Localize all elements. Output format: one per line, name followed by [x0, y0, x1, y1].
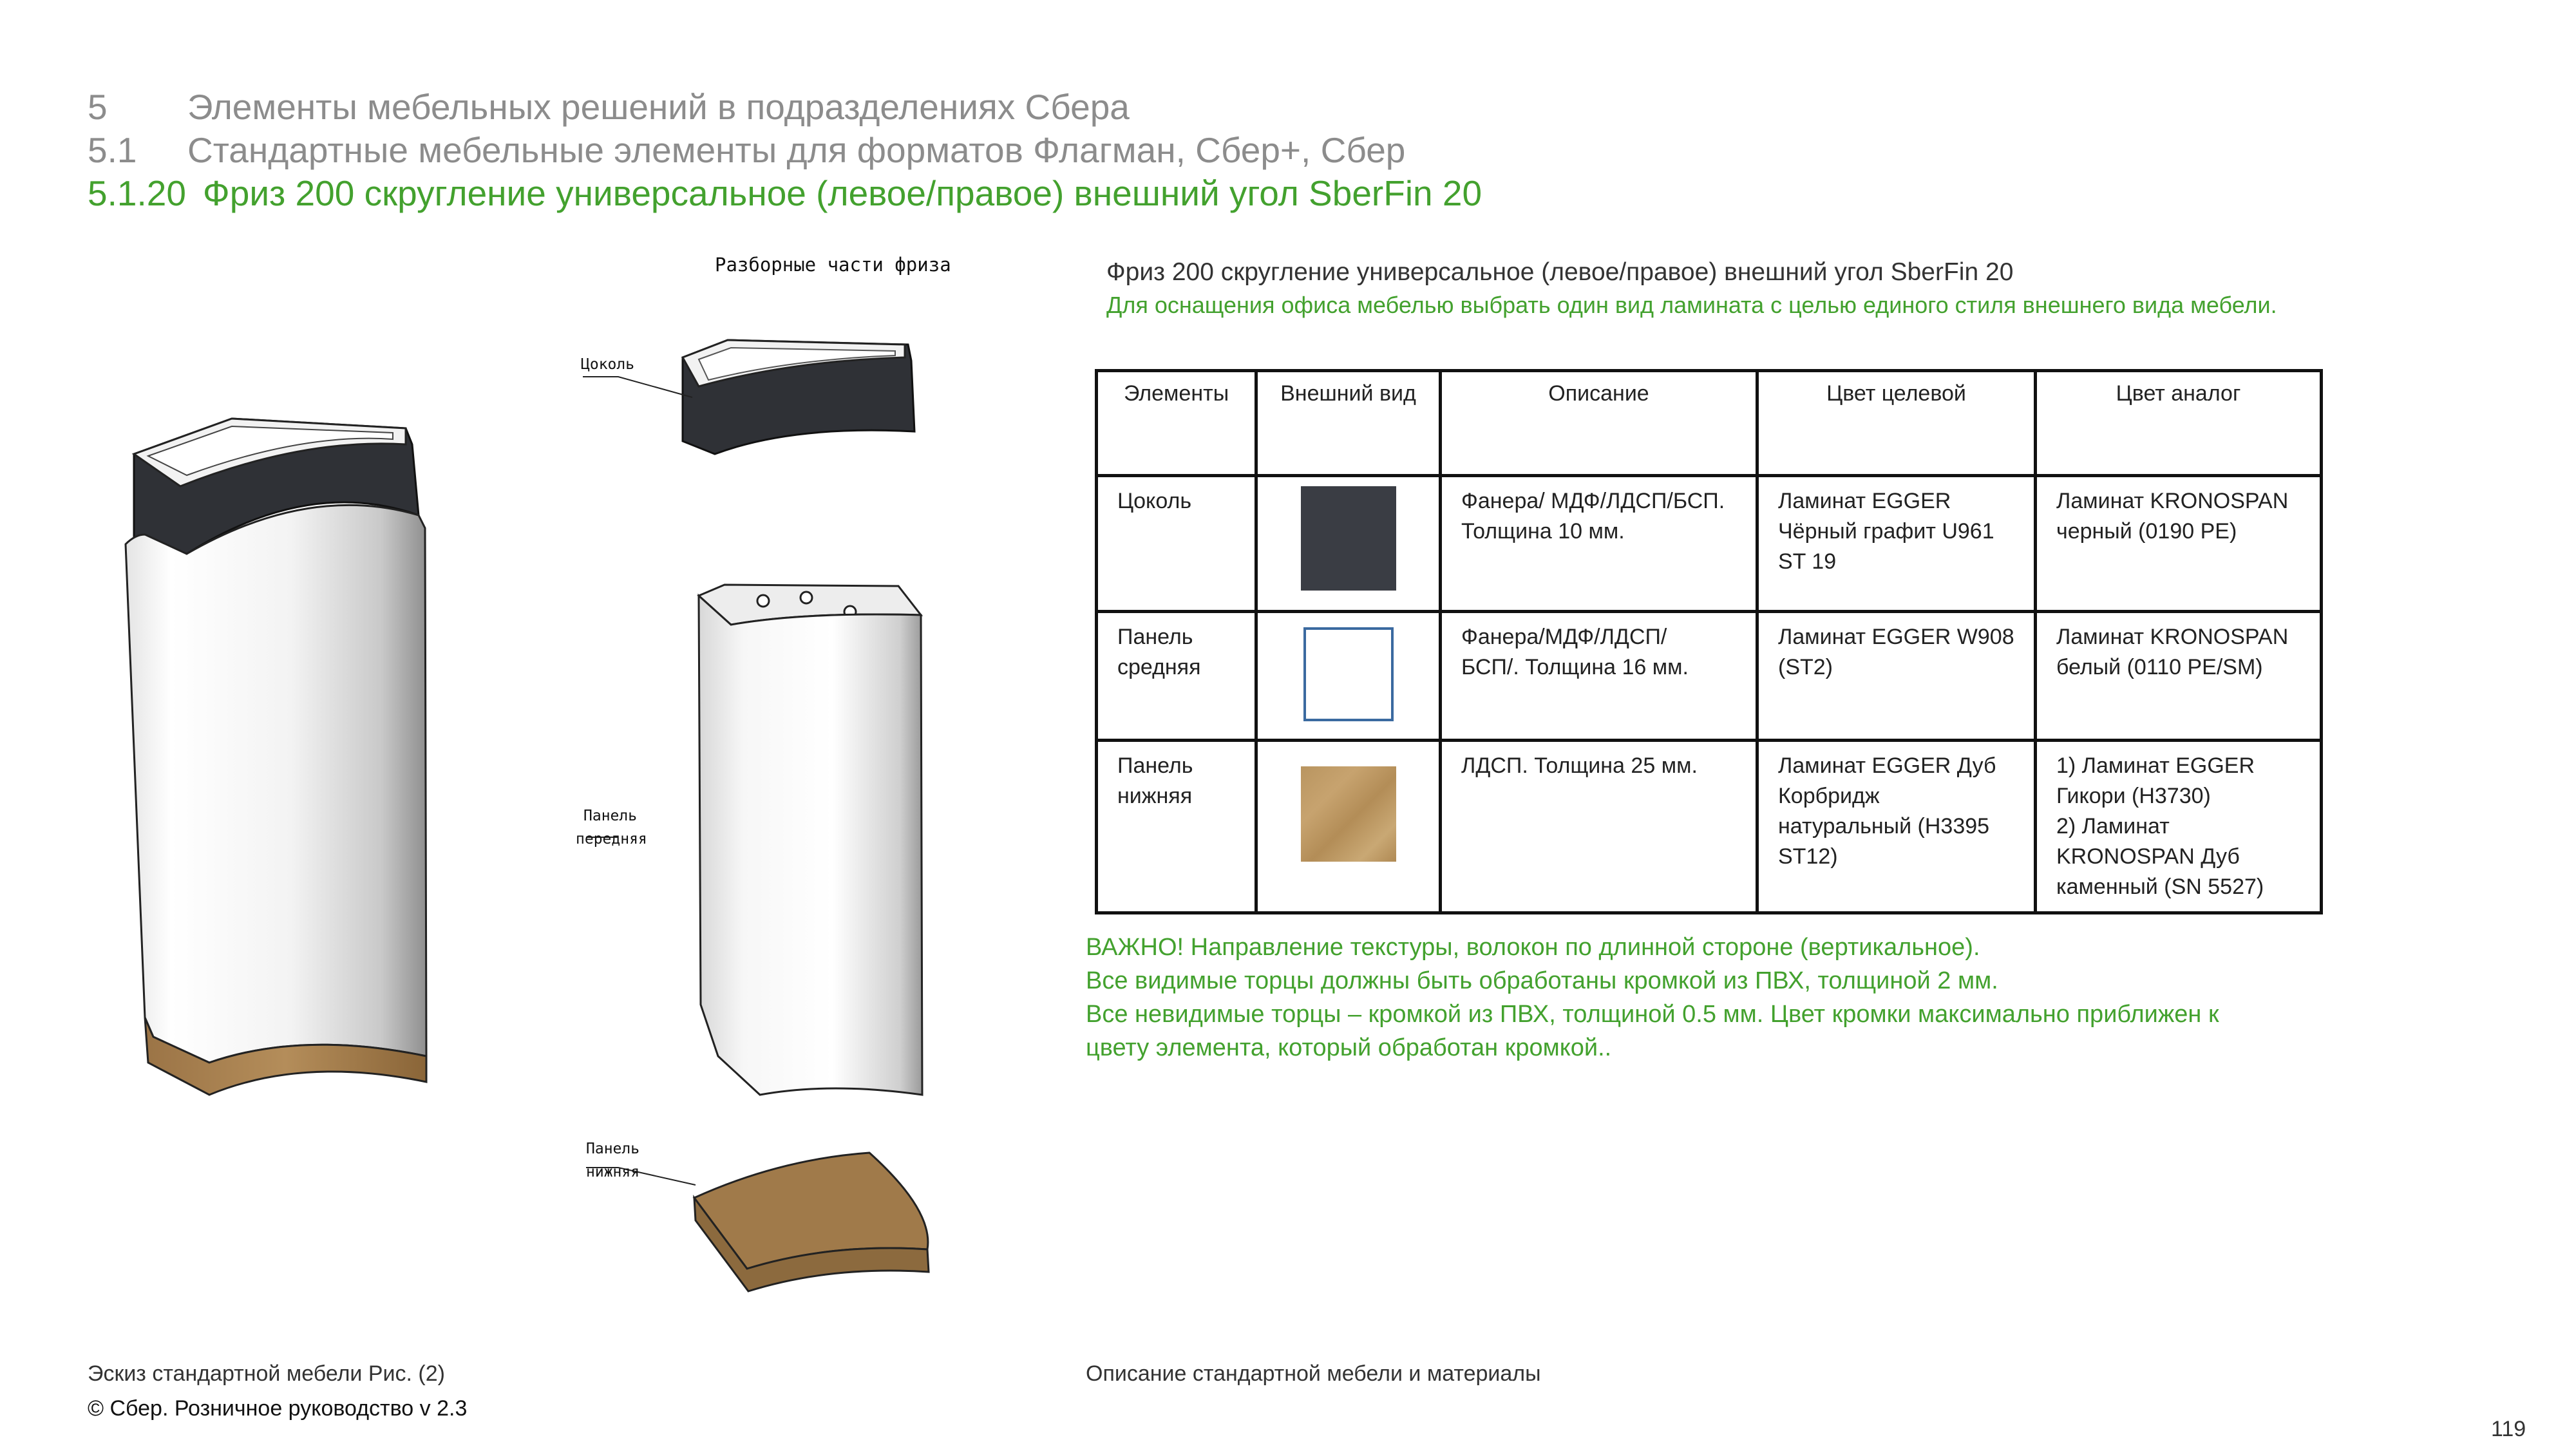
table-row: Цоколь Фанера/ МДФ/ЛДСП/БСП. Толщина 10 … [1095, 474, 2323, 613]
cell-element: Панель средняя [1095, 610, 1258, 742]
assembled-unit-illustration [124, 417, 428, 1096]
section-number: 5.1.20 [88, 173, 186, 213]
leader-lines [583, 376, 696, 1186]
page-number: 119 [2491, 1417, 2526, 1441]
cell-analog-color: Ламинат KRONOSPAN черный (0190 PE) [2034, 474, 2323, 613]
header-description: Описание [1439, 369, 1759, 477]
description-subtitle: Для оснащения офиса мебелью выбрать один… [1106, 292, 2277, 318]
exploded-front-panel-illustration [697, 583, 923, 1096]
drawing-caption: Эскиз стандартной мебели Рис. (2) [88, 1361, 445, 1386]
cell-swatch [1255, 610, 1442, 742]
description-title: Фриз 200 скругление универсальное (левое… [1106, 258, 2014, 286]
cell-target-color: Ламинат EGGER W908 (ST2) [1756, 610, 2037, 742]
exploded-plinth-illustration [681, 339, 916, 455]
cell-swatch [1255, 474, 1442, 613]
section-title: Стандартные мебельные элементы для форма… [187, 130, 1406, 170]
label-front-panel: Панель передняя [576, 808, 647, 848]
cell-description: Фанера/ МДФ/ЛДСП/БСП. Толщина 10 мм. [1439, 474, 1759, 613]
materials-table: Элементы Внешний вид Описание Цвет целев… [1095, 369, 2323, 914]
header-target-color: Цвет целевой [1756, 369, 2037, 477]
note-line: Все видимые торцы должны быть обработаны… [1086, 967, 1998, 994]
swatch-white [1303, 627, 1394, 721]
label-bottom-panel: Панель нижняя [586, 1141, 640, 1180]
copyright: © Сбер. Розничное руководство v 2.3 [88, 1396, 468, 1421]
note-line: ВАЖНО! Направление текстуры, волокон по … [1086, 934, 1980, 961]
label-plinth: Цоколь [581, 356, 635, 373]
drawing-title: Разборные части фриза [715, 254, 951, 276]
note-line: цвету элемента, который обработан кромко… [1086, 1034, 1612, 1061]
cell-analog-color: 1) Ламинат EGGER Гикори (H3730) 2) Ламин… [2034, 739, 2323, 914]
table-row: Панель нижняя ЛДСП. Толщина 25 мм. Ламин… [1095, 739, 2323, 914]
section-number: 5.1 [88, 130, 137, 170]
table-header-row: Элементы Внешний вид Описание Цвет целев… [1095, 369, 2323, 477]
table-row: Панель средняя Фанера/МДФ/ЛДСП/ БСП/. То… [1095, 610, 2323, 742]
section-heading-5-1: 5.1 Стандартные мебельные элементы для фо… [88, 129, 1405, 171]
page-title: 5.1.20 Фриз 200 скругление универсальное … [88, 172, 1482, 214]
section-title: Фриз 200 скругление универсальное (левое… [202, 173, 1482, 213]
header-appearance: Внешний вид [1255, 369, 1442, 477]
furniture-drawing [124, 339, 930, 1293]
cell-description: ЛДСП. Толщина 25 мм. [1439, 739, 1759, 914]
cell-target-color: Ламинат EGGER Чёрный графит U961 ST 19 [1756, 474, 2037, 613]
cell-analog-color: Ламинат KRONOSPAN белый (0110 PE/SM) [2034, 610, 2323, 742]
section-title: Элементы мебельных решений в подразделен… [187, 87, 1130, 127]
section-number: 5 [88, 87, 108, 127]
swatch-oak [1300, 766, 1396, 862]
note-line: Все невидимые торцы – кромкой из ПВХ, то… [1086, 1001, 2219, 1028]
important-notes: ВАЖНО! Направление текстуры, волокон по … [1086, 931, 2219, 1065]
cell-target-color: Ламинат EGGER Дуб Корбридж натуральный (… [1756, 739, 2037, 914]
cell-description: Фанера/МДФ/ЛДСП/ БСП/. Толщина 16 мм. [1439, 610, 1759, 742]
cell-swatch [1255, 739, 1442, 914]
cell-element: Цоколь [1095, 474, 1258, 613]
cell-element: Панель нижняя [1095, 739, 1258, 914]
section-heading-5: 5 Элементы мебельных решений в подразделе… [88, 86, 1130, 128]
exploded-bottom-panel-illustration [692, 1151, 930, 1293]
table-caption: Описание стандартной мебели и материалы [1086, 1361, 1541, 1386]
swatch-black-graphite [1300, 486, 1396, 591]
header-elements: Элементы [1095, 369, 1258, 477]
header-analog-color: Цвет аналог [2034, 369, 2323, 477]
